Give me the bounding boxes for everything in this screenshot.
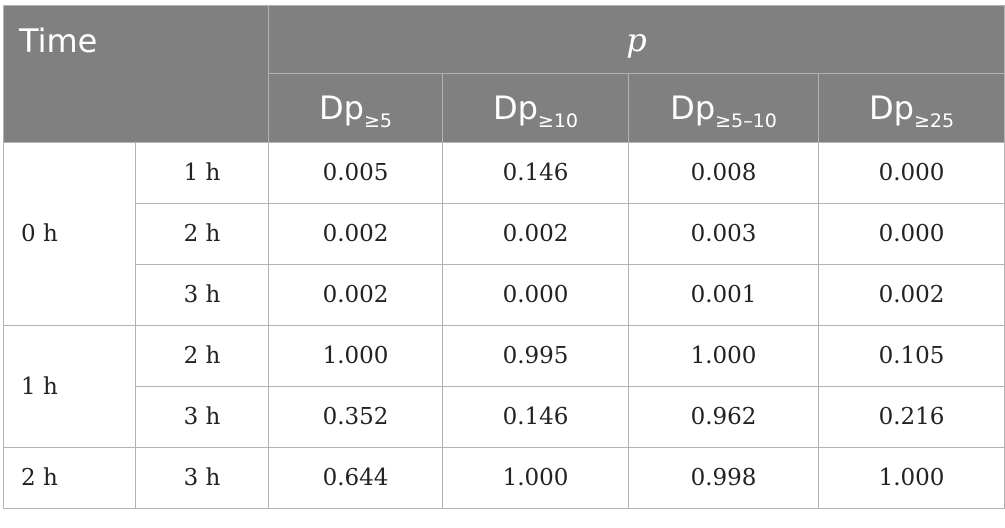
time-cell: 2 h (135, 203, 269, 265)
table-row: 0 h 1 h 0.005 0.146 0.008 0.000 (3, 142, 1005, 326)
value-cell: 1.000 (817, 447, 1005, 509)
time-cell: 3 h (135, 264, 269, 326)
dp-column-base: Dp (670, 89, 716, 127)
value-cell: 0.008 (628, 142, 819, 204)
value-cell: 0.146 (442, 142, 629, 204)
value-cell: 0.001 (628, 264, 819, 326)
p-value-table: Time p Dp≥5 Dp≥10 Dp≥5–10 Dp≥25 0 h 1 h … (3, 5, 1005, 509)
value-cell: 0.000 (817, 142, 1005, 204)
value-cell: 0.000 (817, 203, 1005, 265)
time-header: Time (3, 5, 269, 143)
value-cell: 0.002 (268, 203, 443, 265)
dp-column-header: Dp≥5–10 (628, 73, 819, 143)
group-label: 1 h (3, 325, 136, 448)
value-cell: 0.000 (442, 264, 629, 326)
value-cell: 0.995 (442, 325, 629, 387)
value-cell: 0.002 (817, 264, 1005, 326)
value-cell: 0.002 (268, 264, 443, 326)
p-header: p (267, 5, 1005, 74)
value-cell: 1.000 (268, 325, 443, 387)
value-cell: 0.146 (442, 386, 629, 448)
dp-column-subscript: ≥10 (537, 110, 579, 132)
header-row-top: Time p (3, 5, 1005, 143)
value-cell: 1.000 (628, 325, 819, 387)
dp-column-header: Dp≥5 (268, 73, 443, 143)
table-row: 3 h 0.002 0.000 0.001 0.002 (4, 264, 1005, 326)
value-cell: 1.000 (442, 447, 629, 509)
table-row: 2 h 0.002 0.002 0.003 0.000 (4, 203, 1005, 265)
dp-column-header: Dp≥10 (442, 73, 629, 143)
table-header: Time p Dp≥5 Dp≥10 Dp≥5–10 Dp≥25 (3, 5, 1005, 143)
table-body: 0 h 1 h 0.005 0.146 0.008 0.000 2 h 0.00… (3, 142, 1005, 509)
header-row-columns: Dp≥5 Dp≥10 Dp≥5–10 Dp≥25 (4, 73, 1005, 143)
value-cell: 0.216 (817, 386, 1005, 448)
value-cell: 0.644 (268, 447, 443, 509)
dp-column-header: Dp≥25 (817, 73, 1005, 143)
group-label: 0 h (3, 142, 136, 326)
group-label: 2 h (3, 447, 136, 509)
table-row: 2 h 3 h 0.644 1.000 0.998 1.000 (3, 447, 1005, 509)
dp-column-subscript: ≥5–10 (715, 110, 777, 132)
dp-column-base: Dp (868, 89, 914, 127)
dp-column-base: Dp (492, 89, 538, 127)
dp-column-subscript: ≥5 (363, 110, 392, 132)
value-cell: 0.352 (268, 386, 443, 448)
dp-column-subscript: ≥25 (913, 110, 955, 132)
table-row: 1 h 2 h 1.000 0.995 1.000 0.105 (3, 325, 1005, 448)
value-cell: 0.998 (628, 447, 819, 509)
value-cell: 0.962 (628, 386, 819, 448)
time-cell: 1 h (135, 142, 269, 204)
dp-column-base: Dp (319, 89, 364, 127)
time-cell: 3 h (135, 386, 269, 448)
time-cell: 2 h (135, 325, 269, 387)
value-cell: 0.105 (817, 325, 1005, 387)
value-cell: 0.003 (628, 203, 819, 265)
value-cell: 0.002 (442, 203, 629, 265)
value-cell: 0.005 (268, 142, 443, 204)
time-cell: 3 h (135, 447, 269, 509)
table-row: 3 h 0.352 0.146 0.962 0.216 (4, 386, 1005, 448)
